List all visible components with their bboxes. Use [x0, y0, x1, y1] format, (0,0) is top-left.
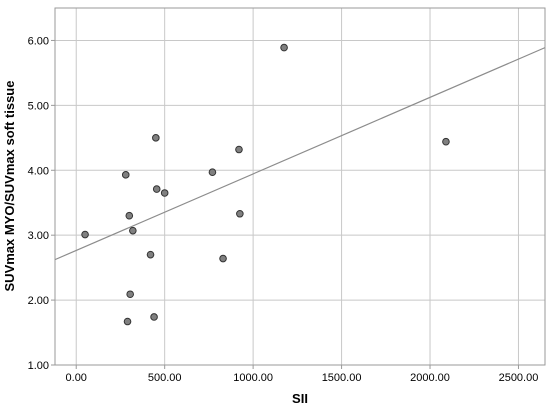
- data-point: [152, 185, 161, 193]
- data-point: [121, 171, 130, 179]
- x-tick-label: 0.00: [66, 372, 87, 384]
- data-point: [150, 313, 158, 321]
- y-axis-ticks: 1.00 2.00 3.00 4.00 5.00 6.00: [28, 35, 55, 372]
- x-tick-label: 2500.00: [499, 372, 539, 384]
- data-point: [236, 209, 244, 218]
- data-points: [81, 43, 450, 326]
- fit-line: [54, 47, 546, 261]
- y-axis-title: SUVmax MYO/SUVmax soft tissue: [2, 81, 17, 292]
- grid-lines: [55, 8, 545, 366]
- x-tick-label: 1500.00: [322, 372, 362, 384]
- data-point: [81, 230, 89, 239]
- data-point: [208, 168, 217, 177]
- data-point: [235, 145, 243, 154]
- x-axis-ticks: 0.00 500.00 1000.00 1500.00 2000.00 2500.00: [66, 365, 539, 384]
- data-point: [160, 189, 169, 197]
- data-point: [219, 254, 227, 263]
- y-tick-label: 2.00: [28, 295, 49, 307]
- plot-frame: [54, 7, 546, 366]
- x-tick-label: 2000.00: [410, 372, 450, 384]
- data-point: [126, 290, 134, 299]
- data-point: [146, 250, 155, 259]
- y-tick-label: 5.00: [28, 100, 49, 112]
- data-point: [125, 211, 134, 220]
- y-tick-label: 3.00: [28, 230, 49, 242]
- x-axis-title: SII: [292, 391, 308, 406]
- data-point: [129, 226, 137, 235]
- data-point: [152, 134, 160, 142]
- y-tick-label: 1.00: [28, 360, 49, 372]
- x-tick-label: 1000.00: [233, 372, 273, 384]
- data-point: [123, 317, 132, 326]
- data-point: [280, 43, 288, 52]
- x-tick-label: 500.00: [148, 372, 182, 384]
- y-tick-label: 4.00: [28, 165, 49, 177]
- data-point: [442, 137, 450, 146]
- y-tick-label: 6.00: [28, 35, 49, 47]
